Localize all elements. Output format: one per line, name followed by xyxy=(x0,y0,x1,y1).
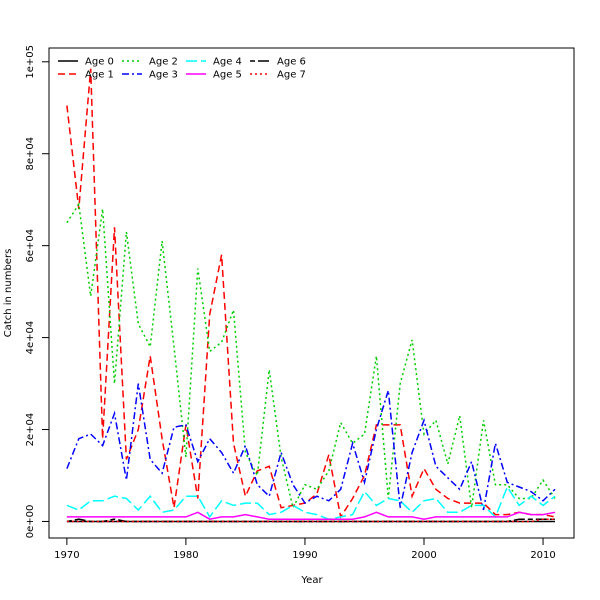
legend-label: Age 3 xyxy=(149,70,178,81)
x-axis-label: Year xyxy=(300,575,323,586)
plot-frame xyxy=(48,47,575,539)
legend-label: Age 5 xyxy=(213,70,242,81)
legend-label: Age 0 xyxy=(85,57,114,68)
x-tick-label: 2000 xyxy=(411,550,436,561)
series-line-age-7 xyxy=(66,518,555,523)
legend-label: Age 1 xyxy=(85,70,114,81)
series-layer xyxy=(66,68,556,523)
y-tick-label: 8e+04 xyxy=(25,137,36,171)
legend-label: Age 2 xyxy=(149,57,178,68)
series-line-age-3 xyxy=(66,383,556,511)
y-tick-label: 0e+00 xyxy=(25,505,36,539)
legend: Age 0 Age 2 Age 4 Age 6 Age 1 Age 3 Age 5 Age 7 xyxy=(58,57,306,81)
x-tick-label: 1980 xyxy=(173,550,198,561)
y-tick-label: 4e+04 xyxy=(25,321,36,355)
legend-label: Age 7 xyxy=(277,70,306,81)
series-line-age-1 xyxy=(66,68,556,519)
x-tick-label: 1970 xyxy=(54,550,79,561)
series-line-age-5 xyxy=(66,511,556,520)
legend-label: Age 4 xyxy=(213,57,242,68)
x-tick-label: 2010 xyxy=(530,550,555,561)
x-axis: 1970 1980 1990 2000 2010 xyxy=(54,537,556,561)
y-tick-label: 1e+05 xyxy=(25,45,36,79)
y-axis-label: Catch in numbers xyxy=(3,249,14,338)
y-axis: 0e+00 2e+04 4e+04 6e+04 8e+04 1e+05 xyxy=(25,45,50,539)
y-tick-label: 2e+04 xyxy=(25,413,36,447)
y-tick-label: 6e+04 xyxy=(25,229,36,263)
series-line-age-2 xyxy=(66,202,556,510)
legend-label: Age 6 xyxy=(277,57,306,68)
x-tick-label: 1990 xyxy=(292,550,317,561)
series-line-age-4 xyxy=(66,485,556,520)
